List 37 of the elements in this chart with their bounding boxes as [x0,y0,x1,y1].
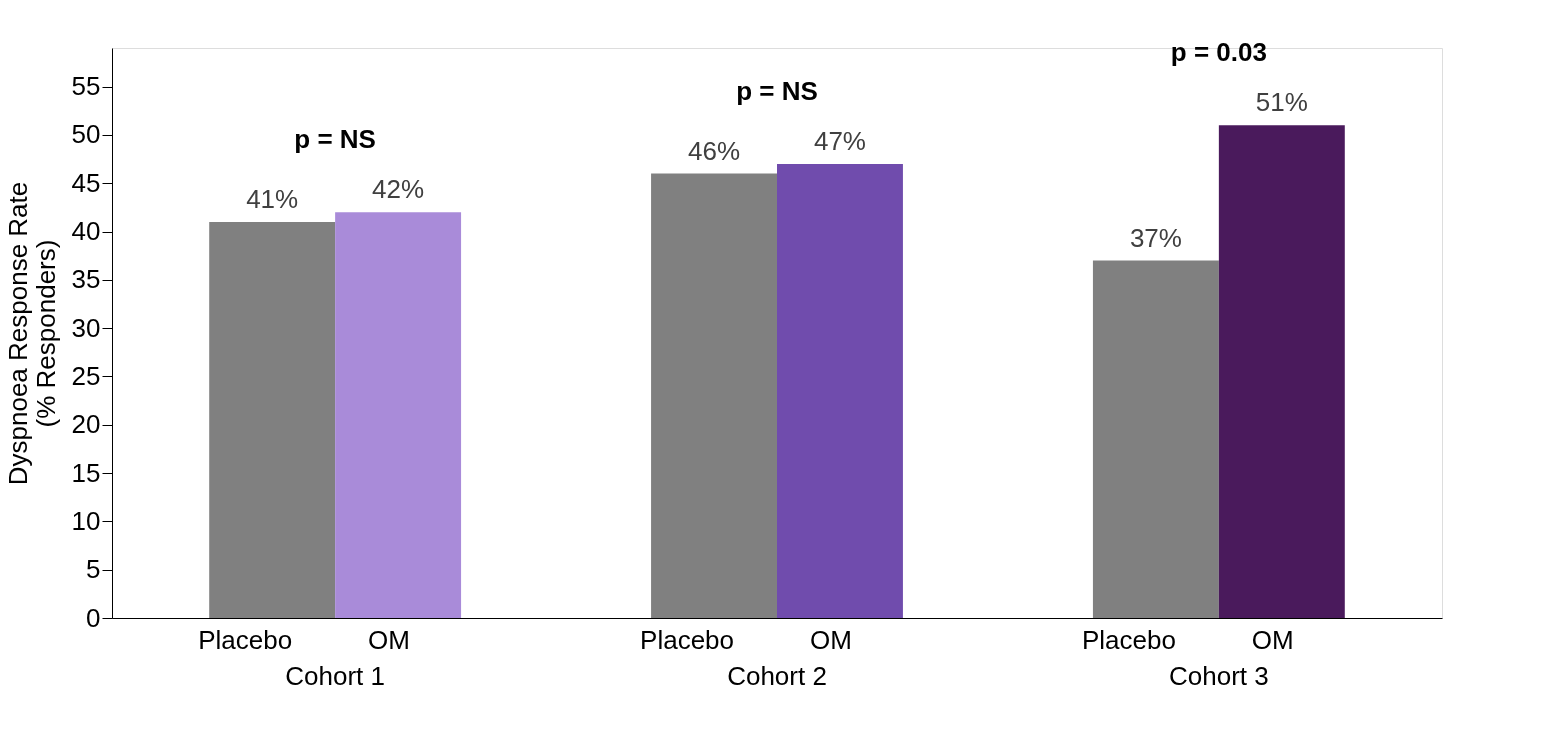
bar [335,212,462,618]
bar [777,163,903,618]
x-tick-label: Cohort 1 [285,660,386,691]
y-tick-label: 25 [71,360,101,391]
text: OM [809,625,852,655]
bar [651,173,777,618]
data-label: 42% [372,174,425,205]
y-tick-label: 35 [71,264,101,295]
y-tick-label: 10 [71,505,101,536]
x-tick-label: Cohort 3 [1168,660,1269,691]
data-label: 41% [246,183,299,214]
y-tick-label: 30 [71,312,101,343]
y-axis-title: Dyspnoea Response Rate (% Responders) [2,181,61,486]
y-tick-label: 50 [71,119,101,150]
x-tick-label: Cohort 2 [727,660,827,691]
annotation: p = NS [736,75,818,106]
data-label: 46% [688,135,741,166]
bar [209,221,336,618]
annotation: p = 0.03 [1170,37,1267,68]
text: Placebo [640,625,735,655]
y-tick-label: 40 [71,216,101,247]
y-tick-label: 15 [71,457,101,488]
series-label: Placebo [198,625,293,655]
text: Placebo [1081,625,1176,655]
series-label: OM [368,625,410,655]
text: OM [1251,625,1294,655]
data-label: 37% [1129,222,1182,253]
bar [1218,125,1345,618]
y-tick-label: 5 [86,554,101,585]
y-tick-label: 0 [86,602,101,633]
annotation: p = NS [294,124,376,155]
y-tick-label: 20 [71,409,101,440]
y-tick-label: 55 [71,71,101,102]
bar [1092,260,1219,618]
data-label: 51% [1255,87,1308,118]
y-tick-label: 45 [71,167,101,198]
data-label: 47% [813,125,866,156]
